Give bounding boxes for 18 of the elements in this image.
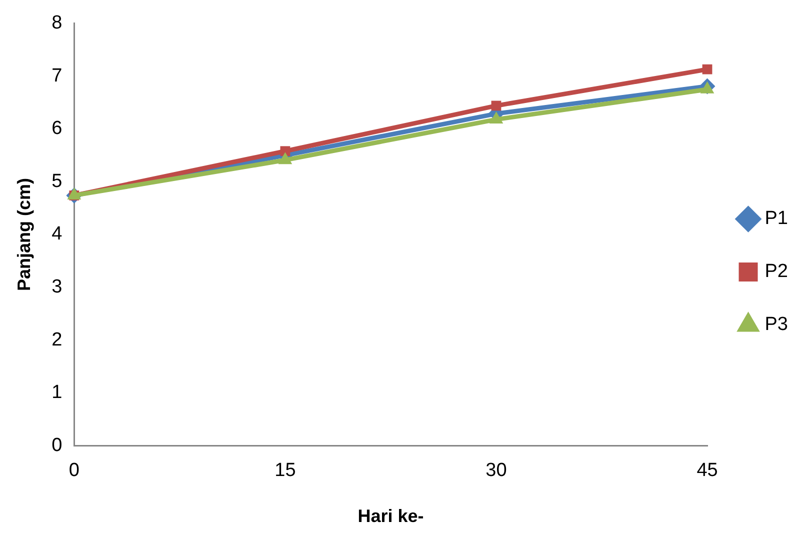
y-tick-label: 3 [52,276,62,298]
x-tick-label: 30 [486,460,507,482]
y-tick-label: 7 [52,65,62,86]
x-tick-label: 15 [274,460,296,482]
y-axis-title: Panjang (cm) [14,178,34,292]
x-axis-title: Hari ke- [358,506,424,526]
y-tick-label: 5 [52,170,62,192]
x-tick-label: 0 [68,460,80,482]
y-tick-label: 1 [52,382,62,404]
legend-label: P1 [764,208,788,230]
legend-label: P2 [764,261,788,282]
legend-label: P3 [764,314,788,336]
x-tick-label: 45 [696,460,718,482]
y-tick-label: 8 [52,12,62,34]
y-tick-label: 2 [52,329,62,350]
y-tick-label: 4 [52,224,63,245]
y-tick-label: 0 [52,434,62,456]
y-tick-label: 6 [52,118,62,140]
